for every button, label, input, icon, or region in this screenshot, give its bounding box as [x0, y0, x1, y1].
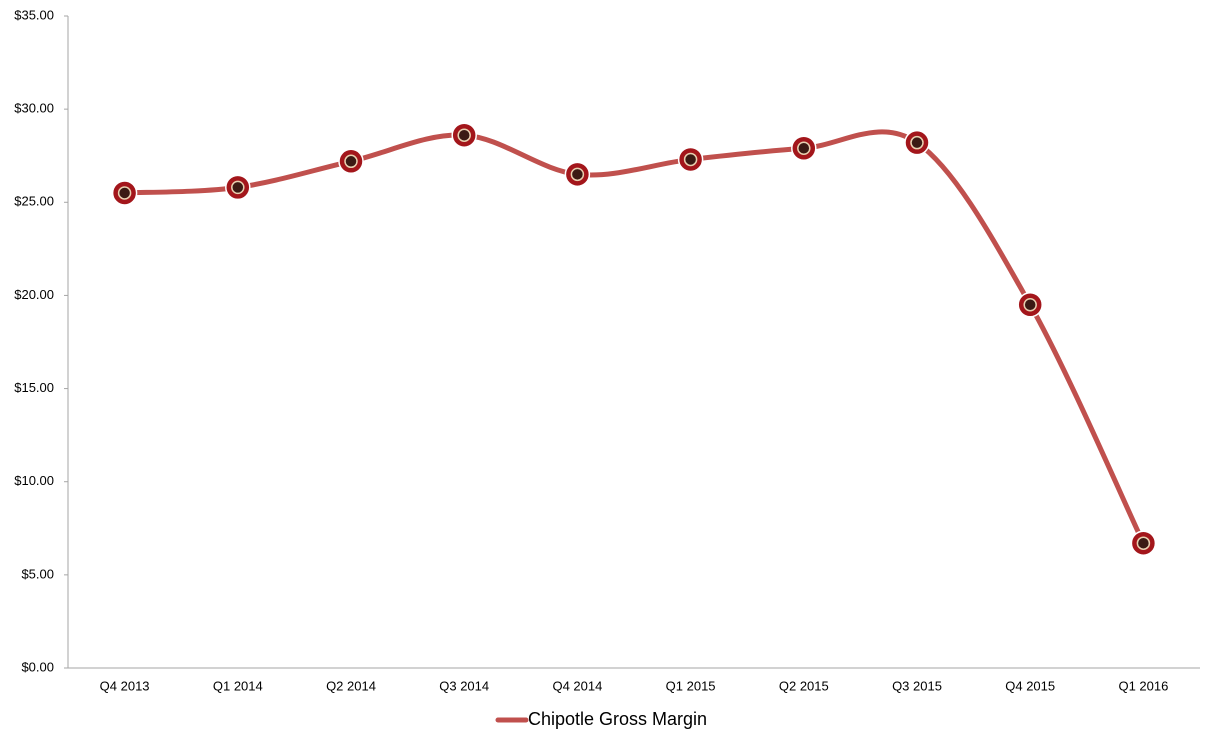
x-tick-label: Q2 2015: [779, 678, 829, 693]
marker-center: [457, 128, 471, 142]
marker-center: [910, 135, 924, 150]
y-tick-label: $5.00: [21, 566, 54, 581]
x-tick-label: Q4 2013: [100, 678, 150, 693]
marker-center: [1023, 297, 1037, 312]
x-tick-label: Q4 2014: [552, 678, 602, 693]
marker-center: [1136, 536, 1151, 550]
legend-label: Chipotle Gross Margin: [528, 709, 707, 729]
y-tick-label: $25.00: [14, 194, 54, 209]
series-line: [122, 129, 1146, 546]
marker-center: [683, 152, 698, 167]
y-tick-label: $30.00: [14, 101, 54, 116]
x-tick-label: Q1 2015: [666, 678, 716, 693]
x-tick-label: Q2 2014: [326, 678, 376, 693]
marker-center: [117, 186, 132, 200]
y-tick-label: $20.00: [14, 287, 54, 302]
y-tick-label: $0.00: [21, 659, 54, 674]
y-tick-label: $35.00: [14, 7, 54, 22]
x-tick-label: Q3 2014: [439, 678, 489, 693]
marker-center: [797, 141, 811, 156]
x-tick-label: Q1 2016: [1118, 678, 1168, 693]
marker-center: [344, 154, 358, 169]
marker-center: [231, 180, 245, 195]
x-tick-label: Q4 2015: [1005, 678, 1055, 693]
y-tick-label: $15.00: [14, 380, 54, 395]
x-tick-label: Q1 2014: [213, 678, 263, 693]
x-tick-label: Q3 2015: [892, 678, 942, 693]
y-tick-label: $10.00: [14, 473, 54, 488]
marker-center: [570, 167, 585, 182]
